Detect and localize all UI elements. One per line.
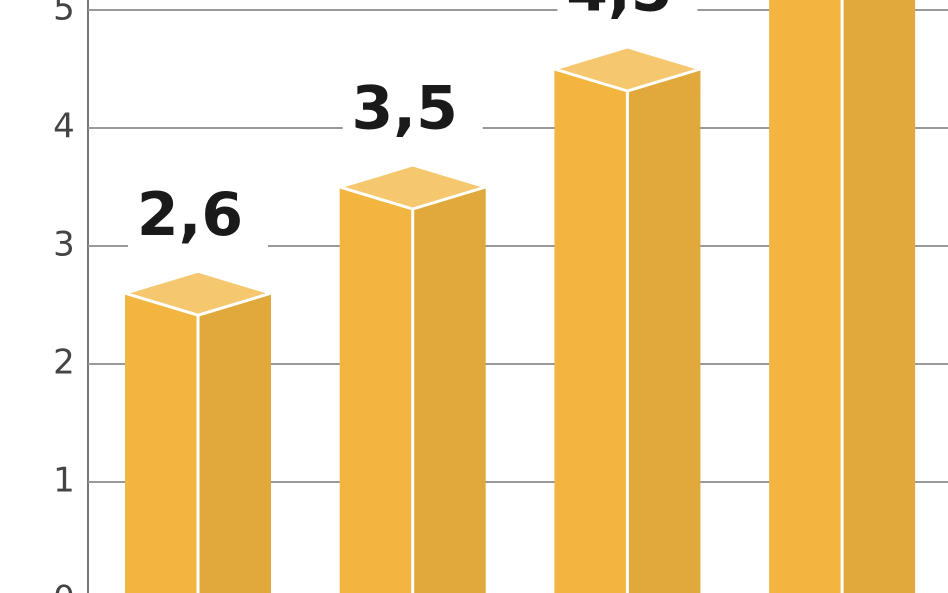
bar-front-left [125,293,198,593]
bar-top [123,269,273,317]
bar-top [338,163,488,211]
bar [338,163,488,593]
bar-front-left [769,0,843,593]
value-label-bg [128,186,268,251]
y-tick-label: 0 [53,579,75,593]
value-label: 2,6 [137,180,243,250]
bar [552,45,702,593]
value-label: 3,5 [352,74,458,144]
bar-front-left [554,69,628,593]
value-label: 4,5 [566,0,672,26]
bar [123,269,273,593]
y-tick-label: 5 [53,0,75,29]
bar-front-right [842,0,916,593]
bar-top [552,45,702,93]
value-label-bg [342,80,483,144]
y-tick-label: 4 [53,107,75,147]
bar-front-right [412,187,486,593]
bar-front-right [627,69,701,593]
y-tick-label: 3 [53,225,75,265]
value-label-bg [557,0,698,26]
bar-front-right [198,293,271,593]
bar-front-left [339,187,413,593]
y-tick-label: 2 [53,343,75,383]
y-tick-label: 1 [53,461,75,501]
bar [769,0,916,593]
